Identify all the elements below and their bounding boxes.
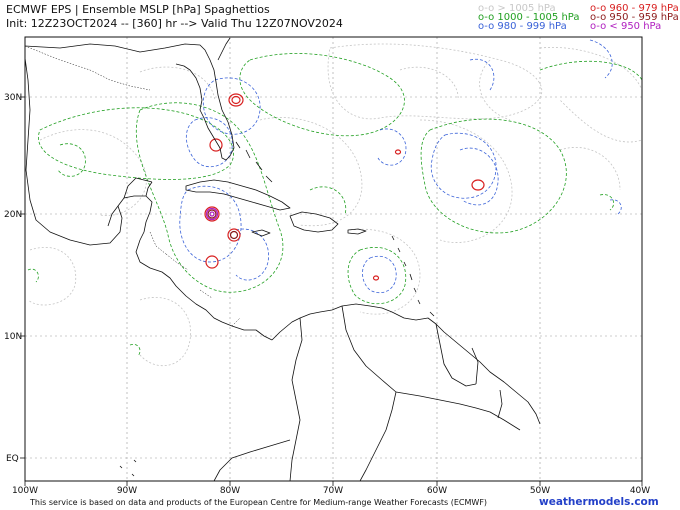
lon-label-50w: 50W [530,486,550,496]
legend-gt1005: o-o > 1005 hPa [478,3,556,14]
coastlines [25,37,541,481]
lat-label-eq: EQ [6,454,19,464]
contours-gt1005 [27,43,642,367]
map-title: ECMWF EPS | Ensemble MSLP [hPa] Spaghett… [6,3,270,16]
lon-label-90w: 90W [117,486,137,496]
legend-980-999: o-o 980 - 999 hPa [478,21,567,32]
lat-label-30n: 30N [4,93,22,103]
lows-lt950 [205,207,219,221]
lows-950-959 [207,209,239,240]
map-init-valid: Init: 12Z23OCT2024 -- [360] hr --> Valid… [6,17,343,30]
graticule [25,37,642,481]
lon-label-60w: 60W [427,486,447,496]
lat-label-10n: 10N [4,332,22,342]
lows-960-979 [204,93,485,281]
site-link[interactable]: weathermodels.com [539,496,659,508]
lon-label-40w: 40W [630,486,650,496]
country-borders [25,45,241,327]
contours-980-999 [179,39,622,294]
lon-label-80w: 80W [220,486,240,496]
legend-lt950: o-o < 950 hPa [590,21,662,32]
contours-1000-1005 [27,53,642,357]
ecmwf-attribution: This service is based on data and produc… [30,498,488,507]
map-frame [24,36,643,482]
lon-label-70w: 70W [323,486,343,496]
legend-950-959: o-o 950 - 959 hPa [590,12,679,23]
legend-960-979: o-o 960 - 979 hPa [590,3,679,14]
lon-label-100w: 100W [12,486,38,496]
lat-label-20n: 20N [4,210,22,220]
legend-1000-1005: o-o 1000 - 1005 hPa [478,12,580,23]
